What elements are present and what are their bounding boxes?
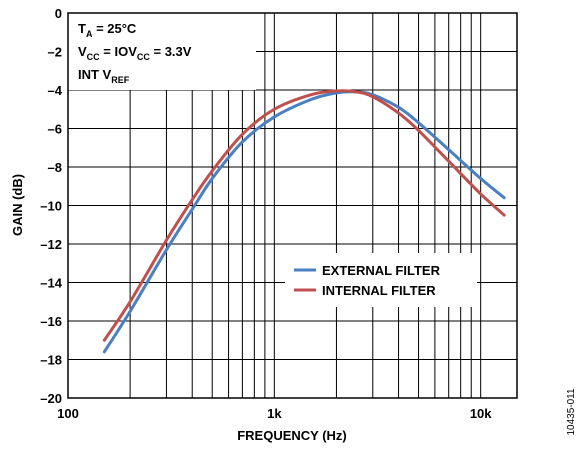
- legend-label-internal-filter: INTERNAL FILTER: [322, 283, 436, 298]
- y-tick-label: –12: [40, 237, 62, 252]
- vcc-sub: CC: [87, 52, 100, 62]
- vcc-main: V: [78, 44, 87, 59]
- y-tick-label: –8: [48, 160, 62, 175]
- annotation-supply-voltage: VCC = IOVCC = 3.3V: [78, 44, 192, 62]
- conditions-annotation: TA = 25°C VCC = IOVCC = 3.3V INT VREF: [68, 13, 256, 90]
- series-line-internal-filter: [102, 89, 506, 342]
- ta-main: T: [78, 21, 86, 36]
- y-tick-label: –10: [40, 199, 62, 214]
- x-tick-label: 10k: [470, 406, 492, 421]
- legend-label-external-filter: EXTERNAL FILTER: [322, 263, 441, 278]
- legend: EXTERNAL FILTER INTERNAL FILTER: [285, 253, 477, 307]
- vcc-sub2: CC: [137, 52, 150, 62]
- x-axis-title: FREQUENCY (Hz): [237, 428, 347, 443]
- annotation-reference: INT VREF: [78, 67, 130, 85]
- y-tick-label: 0: [55, 6, 62, 21]
- y-tick-label: –14: [40, 276, 62, 291]
- ta-sub: A: [86, 29, 93, 39]
- ref-main: INT V: [78, 67, 112, 82]
- figure-id: 10435-011: [566, 388, 577, 436]
- y-tick-label: –18: [40, 353, 62, 368]
- x-tick-label: 1k: [267, 406, 282, 421]
- vcc-rest: = 3.3V: [150, 44, 192, 59]
- legend-background: [285, 253, 477, 307]
- plot-frame: [67, 12, 518, 399]
- x-tick-label: 100: [57, 406, 79, 421]
- series-lines: [102, 89, 506, 354]
- annotation-background: [68, 13, 256, 90]
- annotation-temperature: TA = 25°C: [78, 21, 137, 39]
- y-tick-label: –20: [40, 391, 62, 406]
- series-line-external-filter: [102, 90, 506, 354]
- ref-sub: REF: [111, 75, 130, 85]
- vcc-mid: = IOV: [100, 44, 138, 59]
- y-axis-title: GAIN (dB): [10, 174, 25, 236]
- y-tick-label: –2: [48, 45, 62, 60]
- x-tick-labels: 100 1k 10k: [57, 406, 492, 421]
- y-tick-label: –16: [40, 314, 62, 329]
- ta-rest: = 25°C: [92, 21, 136, 36]
- y-tick-labels: 0 –2 –4 –6 –8 –10 –12 –14 –16 –18 –20: [40, 6, 62, 406]
- y-tick-label: –4: [48, 83, 63, 98]
- y-tick-label: –6: [48, 122, 62, 137]
